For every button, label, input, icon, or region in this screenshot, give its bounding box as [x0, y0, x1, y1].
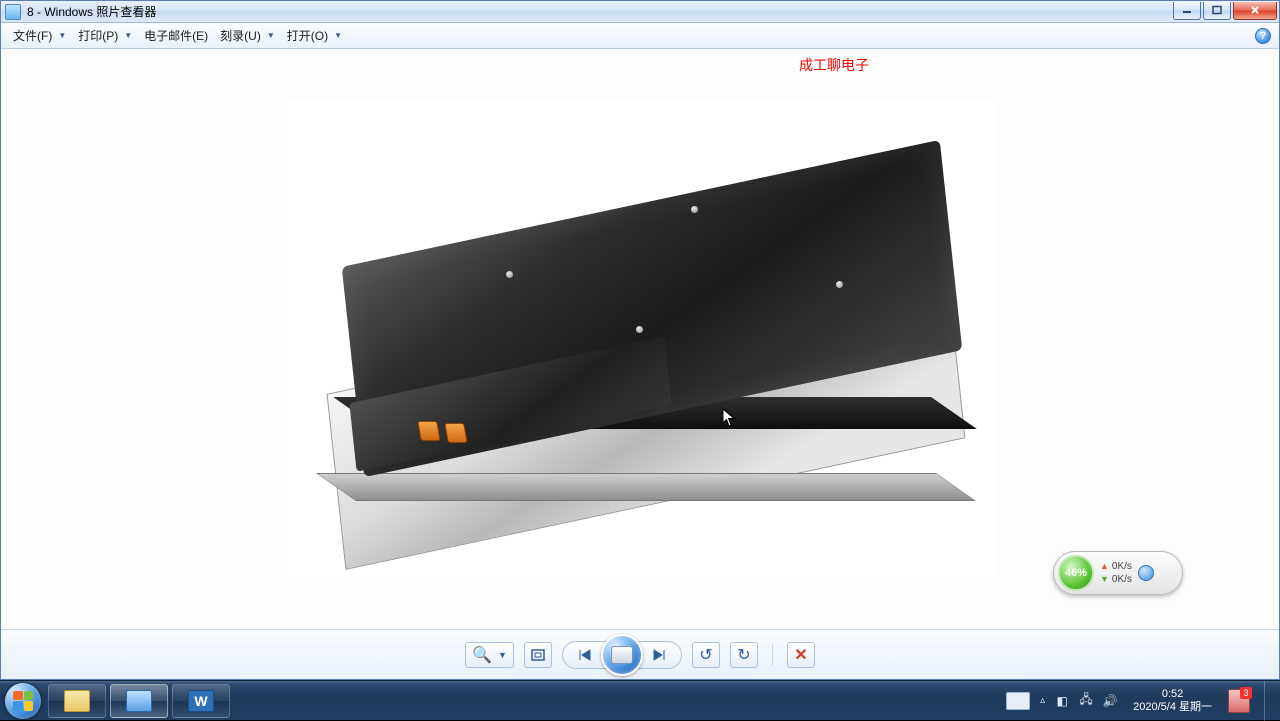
battery-pack-render [281, 101, 996, 577]
arrow-down-icon: ▼ [1100, 573, 1109, 586]
wps-icon: W [188, 690, 214, 712]
upload-rate: 0K/s [1112, 560, 1132, 573]
notification-button[interactable]: 3 [1228, 689, 1250, 713]
menu-email[interactable]: 电子邮件(E) [138, 24, 214, 47]
hv-connector-1 [417, 421, 441, 441]
task-explorer[interactable] [48, 684, 106, 718]
explorer-icon [64, 690, 90, 712]
show-desktop-button[interactable] [1264, 681, 1274, 721]
photo-viewer-icon [126, 690, 152, 712]
actual-size-button[interactable] [524, 642, 552, 668]
next-button[interactable] [639, 642, 679, 668]
ime-indicator[interactable] [1006, 692, 1030, 710]
delete-icon: ✕ [794, 645, 807, 665]
app-icon [5, 4, 21, 20]
rotate-cw-button[interactable]: ↻ [730, 642, 758, 668]
close-button[interactable] [1233, 2, 1277, 20]
task-photo-viewer[interactable] [110, 684, 168, 718]
tray-app-icon[interactable]: ◧ [1055, 694, 1069, 708]
menu-burn[interactable]: 刻录(U) ▼ [214, 24, 281, 47]
taskbar: W ▵ ◧ 🖧 🔊 0:52 2020/5/4 星期一 3 [0, 680, 1280, 720]
menu-label: 刻录(U) [220, 27, 261, 44]
menu-label: 打印(P) [78, 27, 118, 44]
base-edge [316, 473, 976, 501]
arrow-up-icon: ▲ [1100, 560, 1109, 573]
system-monitor-gadget[interactable]: 46% ▲0K/s ▼0K/s [1053, 551, 1183, 595]
photo-canvas[interactable] [281, 101, 996, 577]
system-tray: ▵ ◧ 🖧 🔊 0:52 2020/5/4 星期一 3 [1006, 681, 1280, 720]
download-rate: 0K/s [1112, 573, 1132, 586]
tray-volume-icon[interactable]: 🔊 [1103, 694, 1117, 708]
chevron-down-icon: ▼ [58, 31, 66, 40]
minimize-button[interactable] [1173, 2, 1201, 20]
help-glyph: ? [1260, 30, 1267, 42]
rivet [506, 271, 513, 278]
rivet [691, 206, 698, 213]
tray-overflow-icon[interactable]: ▵ [1040, 695, 1045, 706]
windows-logo-icon [5, 683, 41, 719]
taskbar-clock[interactable]: 0:52 2020/5/4 星期一 [1127, 688, 1218, 714]
magnifier-icon: 🔍 [472, 645, 492, 665]
zoom-control[interactable]: 🔍 ▼ [465, 642, 514, 668]
menu-file[interactable]: 文件(F) ▼ [7, 24, 72, 47]
menu-label: 电子邮件(E) [144, 27, 208, 44]
rotate-ccw-button[interactable]: ↺ [692, 642, 720, 668]
content-area: 成工聊电子 46% [1, 49, 1279, 629]
menu-label: 打开(O) [287, 27, 328, 44]
slideshow-button[interactable] [601, 634, 643, 676]
window-title: 8 - Windows 照片查看器 [25, 3, 1171, 20]
menu-print[interactable]: 打印(P) ▼ [72, 24, 138, 47]
menu-open[interactable]: 打开(O) ▼ [281, 24, 348, 47]
fit-icon [530, 648, 546, 662]
notification-badge: 3 [1240, 687, 1252, 699]
chevron-down-icon: ▼ [498, 650, 507, 660]
separator [772, 644, 773, 666]
gadget-settings-icon[interactable] [1138, 565, 1154, 581]
photo-viewer-window: 8 - Windows 照片查看器 文件(F) ▼ 打印(P) ▼ 电子邮件(E… [0, 0, 1280, 680]
task-wps[interactable]: W [172, 684, 230, 718]
start-button[interactable] [0, 681, 46, 721]
watermark-text: 成工聊电子 [799, 55, 869, 75]
chevron-down-icon: ▼ [267, 31, 275, 40]
clock-time: 0:52 [1133, 688, 1212, 701]
menu-label: 文件(F) [13, 27, 52, 44]
previous-button[interactable] [565, 642, 605, 668]
cpu-percent: 46% [1065, 567, 1087, 579]
rotate-cw-icon: ↻ [737, 645, 750, 665]
menubar: 文件(F) ▼ 打印(P) ▼ 电子邮件(E) 刻录(U) ▼ 打开(O) ▼ … [1, 23, 1279, 49]
slideshow-icon [611, 646, 633, 664]
help-icon[interactable]: ? [1255, 28, 1271, 44]
hv-connector-2 [444, 423, 468, 443]
nav-cluster [562, 641, 682, 669]
viewer-controlbar: 🔍 ▼ ↺ ↻ ✕ [1, 629, 1279, 679]
chevron-down-icon: ▼ [124, 31, 132, 40]
titlebar[interactable]: 8 - Windows 照片查看器 [1, 1, 1279, 23]
cpu-dial: 46% [1058, 555, 1094, 591]
net-rates: ▲0K/s ▼0K/s [1100, 560, 1132, 586]
maximize-button[interactable] [1203, 2, 1231, 20]
prev-icon [576, 648, 594, 662]
next-icon [650, 648, 668, 662]
window-controls [1171, 2, 1277, 22]
chevron-down-icon: ▼ [334, 31, 342, 40]
tray-network-icon[interactable]: 🖧 [1079, 694, 1093, 708]
clock-date: 2020/5/4 星期一 [1133, 701, 1212, 714]
rotate-ccw-icon: ↺ [699, 645, 712, 665]
delete-button[interactable]: ✕ [787, 642, 815, 668]
rivet [836, 281, 843, 288]
rivet [636, 326, 643, 333]
